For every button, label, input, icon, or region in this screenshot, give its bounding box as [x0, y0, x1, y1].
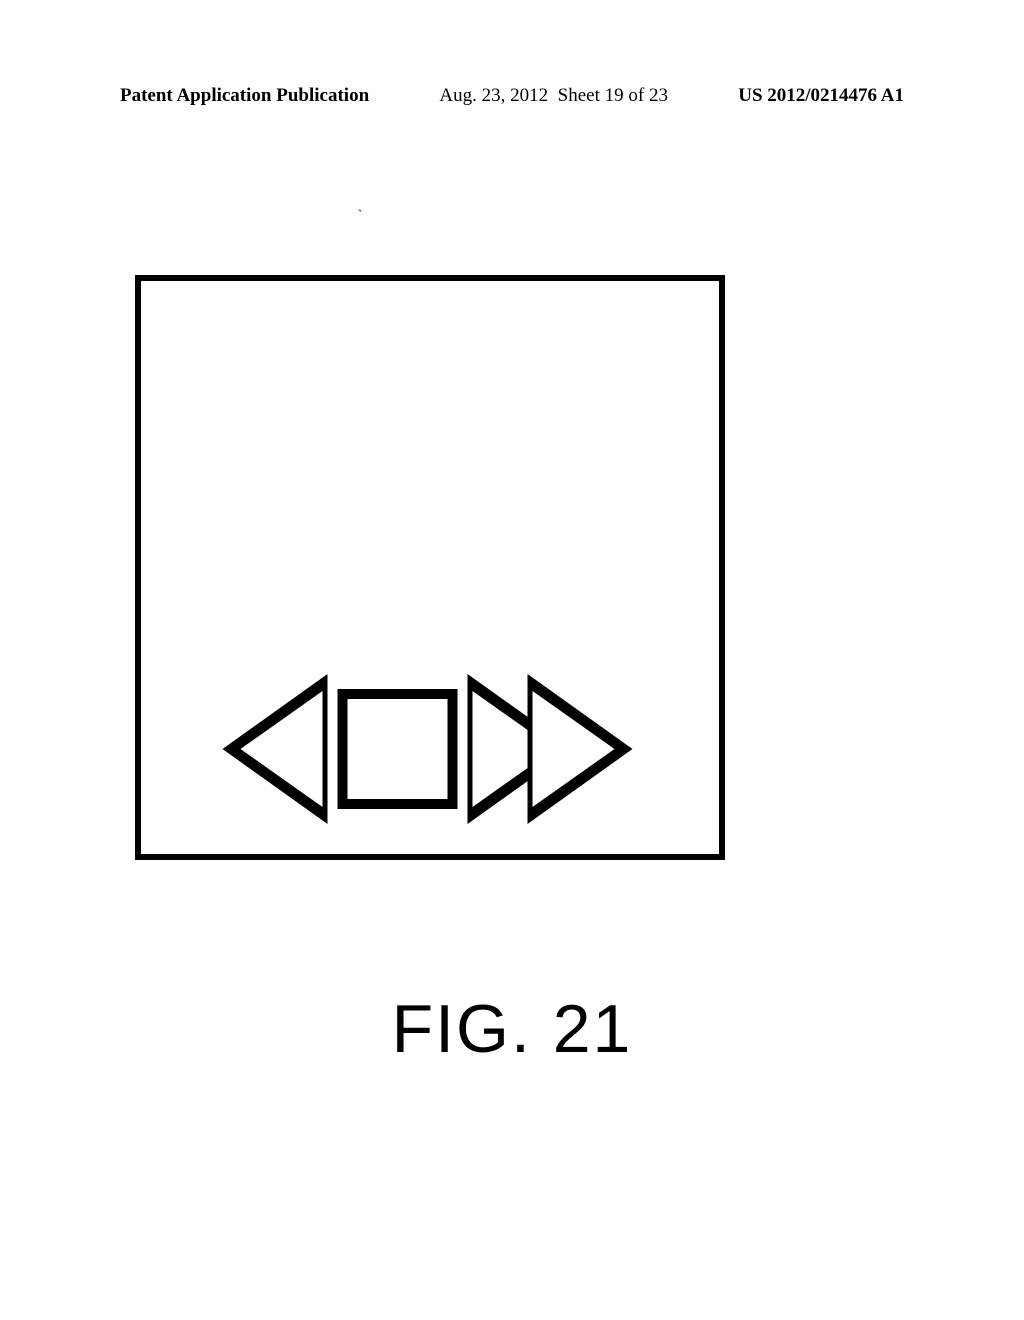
header-date: Aug. 23, 2012	[439, 85, 548, 106]
stray-mark: ˎ	[358, 198, 362, 213]
header-patent-number: US 2012/0214476 A1	[738, 85, 904, 107]
fast-forward-icon	[468, 674, 638, 824]
header-publication-label: Patent Application Publication	[120, 85, 369, 107]
page-header: Patent Application Publication Aug. 23, …	[0, 85, 1024, 107]
figure-caption: FIG. 21	[0, 990, 1024, 1068]
stop-icon	[338, 689, 458, 809]
figure-frame	[135, 275, 725, 860]
header-date-sheet: Aug. 23, 2012 Sheet 19 of 23	[439, 85, 668, 107]
playback-controls	[223, 674, 638, 824]
back-icon	[223, 674, 328, 824]
forward-triangle-2	[528, 674, 633, 824]
header-sheet: Sheet 19 of 23	[558, 85, 668, 106]
